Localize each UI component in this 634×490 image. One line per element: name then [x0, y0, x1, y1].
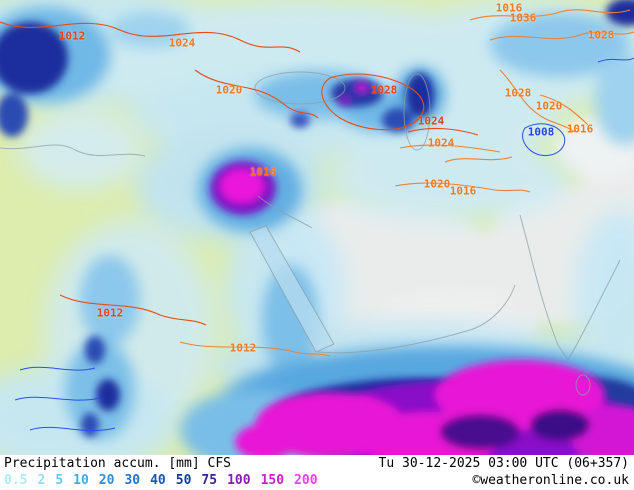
legend-value: 100 — [227, 473, 251, 488]
legend-value: 150 — [260, 473, 285, 488]
map-graphic — [0, 0, 634, 455]
footer-legend-row: 0.5 2 5 10 20 30 40 50 75 100 150 200 ©weatheronlin… — [4, 473, 629, 488]
blue-isobar-layer — [14, 57, 634, 432]
copyright: ©weatheronline.co.uk — [472, 473, 629, 488]
footer: Precipitation accum. [mm] CFS Tu 30-12-2… — [0, 455, 634, 490]
isobar-layer — [0, 9, 634, 357]
legend-values: 0.5 2 5 10 20 30 40 50 75 100 150 200 — [4, 473, 318, 488]
coastline-layer — [0, 71, 621, 396]
legend-value: 200 — [294, 473, 318, 488]
legend-value: 2 — [37, 473, 46, 488]
legend-value: 5 — [55, 473, 64, 488]
legend-value: 20 — [98, 473, 115, 488]
map-title: Precipitation accum. [mm] CFS — [4, 456, 231, 471]
legend-value: 75 — [201, 473, 218, 488]
map-datetime: Tu 30-12-2025 03:00 UTC (06+357) — [378, 456, 629, 471]
precipitation-map: 1012 1024 1020 1016 1036 1028 1028 1024 1024 1020… — [0, 0, 634, 455]
footer-title-row: Precipitation accum. [mm] CFS Tu 30-12-2… — [4, 456, 629, 471]
legend-value: 0.5 — [4, 473, 28, 488]
legend-value: 40 — [150, 473, 166, 488]
legend-value: 50 — [175, 473, 192, 488]
legend-value: 30 — [124, 473, 141, 488]
extreme-precip-layer — [210, 82, 634, 455]
legend-value: 10 — [73, 473, 89, 488]
